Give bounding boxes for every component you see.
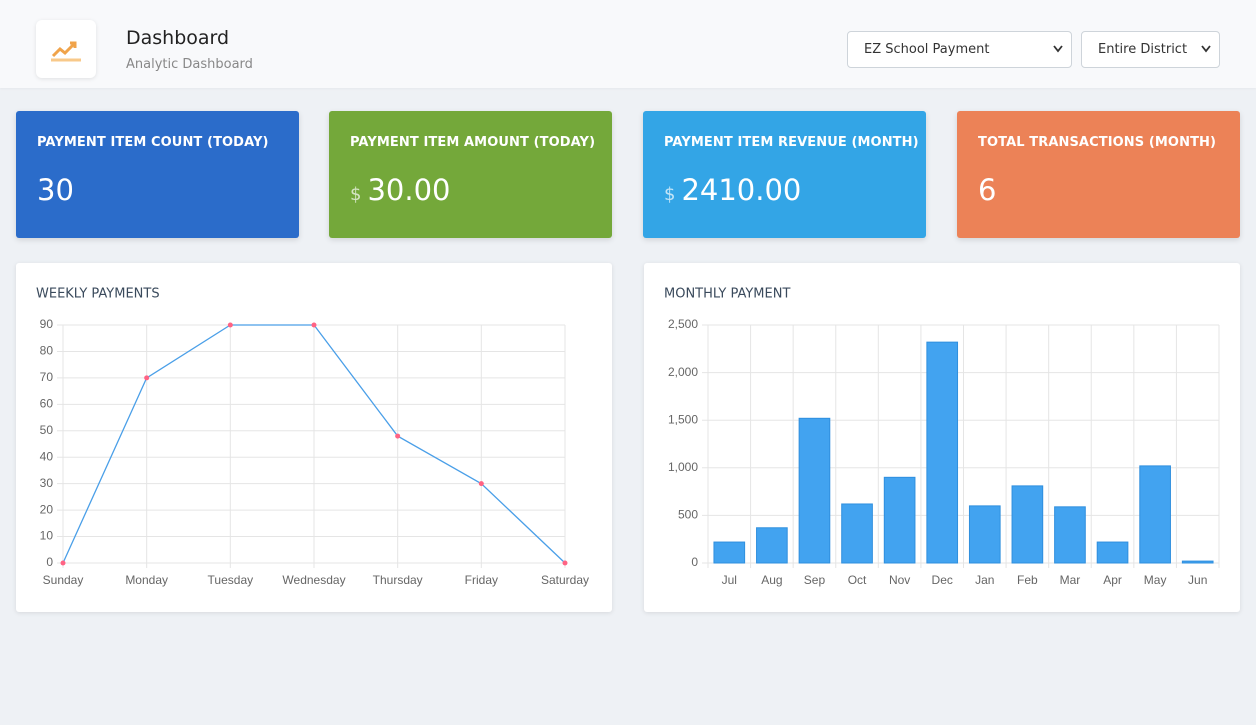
x-tick-label: Saturday xyxy=(541,573,589,587)
y-tick-label: 2,000 xyxy=(668,365,698,379)
y-tick-label: 30 xyxy=(40,476,54,490)
card-value-row: 6 xyxy=(978,173,996,207)
y-tick-label: 1,000 xyxy=(668,460,698,474)
card-value: 6 xyxy=(978,173,997,207)
x-tick-label: Jul xyxy=(722,573,737,587)
chart-title: MONTHLY PAYMENT xyxy=(664,287,790,302)
chart-card: MONTHLY PAYMENT 0 500 1,000 1,500 2,000 2,500 J… xyxy=(644,263,1240,612)
data-point xyxy=(395,433,401,439)
data-point xyxy=(60,560,66,566)
x-tick-label: Aug xyxy=(761,573,782,587)
y-tick-label: 0 xyxy=(46,555,53,569)
bar xyxy=(1054,506,1086,564)
data-point xyxy=(144,375,150,381)
currency-symbol: $ xyxy=(664,184,676,205)
chart-card: WEEKLY PAYMENTS 0 10 20 30 40 50 60 70 80 90 Sunday… xyxy=(16,263,612,612)
bar xyxy=(756,527,788,564)
data-point xyxy=(562,560,568,566)
data-point xyxy=(478,481,484,487)
bar xyxy=(1139,465,1171,564)
y-tick-label: 0 xyxy=(691,555,698,569)
x-tick-label: Wednesday xyxy=(282,573,345,587)
chart: WEEKLY PAYMENTS 0 10 20 30 40 50 60 70 80 90 Sunday… xyxy=(36,287,589,588)
chart-title: WEEKLY PAYMENTS xyxy=(36,287,160,302)
x-tick-label: Friday xyxy=(465,573,498,587)
card-value-row: 30 xyxy=(37,173,74,207)
header-bar: Dashboard Analytic Dashboard EZ School P… xyxy=(0,0,1256,88)
icon-graphic xyxy=(51,41,81,62)
x-tick-label: Thursday xyxy=(373,573,423,587)
x-tick-label: Sep xyxy=(804,573,826,587)
bar xyxy=(713,541,746,564)
y-tick-label: 40 xyxy=(40,449,54,463)
card-title: PAYMENT ITEM AMOUNT (TODAY) xyxy=(350,135,596,150)
select-text: EZ School Payment xyxy=(864,42,990,57)
school-select[interactable]: EZ School Payment xyxy=(847,31,1072,68)
x-tick-label: Sunday xyxy=(43,573,84,587)
bar xyxy=(1181,560,1214,564)
x-tick-label: Dec xyxy=(932,573,953,587)
chevron xyxy=(1201,45,1211,53)
y-tick-label: 10 xyxy=(40,529,54,543)
bar xyxy=(798,417,831,564)
chevron xyxy=(1053,45,1063,53)
card-value-row: $2410.00 xyxy=(664,173,801,207)
stat-card: PAYMENT ITEM COUNT (TODAY) 30 xyxy=(16,111,299,238)
x-tick-label: Nov xyxy=(889,573,910,587)
district-select[interactable]: Entire District xyxy=(1081,31,1220,68)
page-title: Dashboard xyxy=(126,27,230,49)
y-tick-label: 60 xyxy=(40,397,54,411)
y-tick-label: 80 xyxy=(40,344,54,358)
x-tick-label: Tuesday xyxy=(208,573,254,587)
stat-card: PAYMENT ITEM REVENUE (MONTH) $2410.00 xyxy=(643,111,926,238)
chart: MONTHLY PAYMENT 0 500 1,000 1,500 2,000 2,500 J… xyxy=(664,287,1220,587)
bar xyxy=(883,476,916,564)
x-tick-label: Oct xyxy=(848,573,867,587)
bar xyxy=(1096,541,1129,564)
bar xyxy=(1011,485,1044,564)
select-text: Entire District xyxy=(1098,42,1188,57)
y-tick-label: 1,500 xyxy=(668,412,698,426)
data-point xyxy=(227,322,233,328)
y-tick-label: 20 xyxy=(40,502,54,516)
x-tick-label: Jan xyxy=(975,573,994,587)
page-subtitle: Analytic Dashboard xyxy=(126,57,253,72)
card-title: TOTAL TRANSACTIONS (MONTH) xyxy=(978,135,1217,150)
card-value: 30.00 xyxy=(367,173,451,207)
y-tick-label: 90 xyxy=(40,317,54,331)
card-title: PAYMENT ITEM COUNT (TODAY) xyxy=(37,135,269,150)
x-tick-label: Apr xyxy=(1103,573,1122,587)
currency-symbol: $ xyxy=(350,184,362,205)
card-value: 2410.00 xyxy=(681,173,802,207)
y-tick-label: 2,500 xyxy=(668,317,698,331)
stat-card: PAYMENT ITEM AMOUNT (TODAY) $30.00 xyxy=(329,111,612,238)
bar xyxy=(926,341,959,564)
x-tick-label: May xyxy=(1144,573,1167,587)
y-tick-label: 50 xyxy=(40,423,54,437)
y-tick-label: 70 xyxy=(40,370,54,384)
x-tick-label: Monday xyxy=(125,573,168,587)
x-tick-label: Feb xyxy=(1017,573,1038,587)
x-tick-label: Mar xyxy=(1060,573,1081,587)
y-tick-label: 500 xyxy=(678,508,698,522)
app-icon xyxy=(36,20,96,78)
card-value-row: $30.00 xyxy=(350,173,450,207)
bar xyxy=(841,503,873,564)
card-value: 30 xyxy=(37,173,74,207)
x-tick-label: Jun xyxy=(1188,573,1207,587)
data-point xyxy=(311,322,317,328)
stat-card: TOTAL TRANSACTIONS (MONTH) 6 xyxy=(957,111,1240,238)
bar xyxy=(968,505,1001,564)
card-title: PAYMENT ITEM REVENUE (MONTH) xyxy=(664,135,919,150)
